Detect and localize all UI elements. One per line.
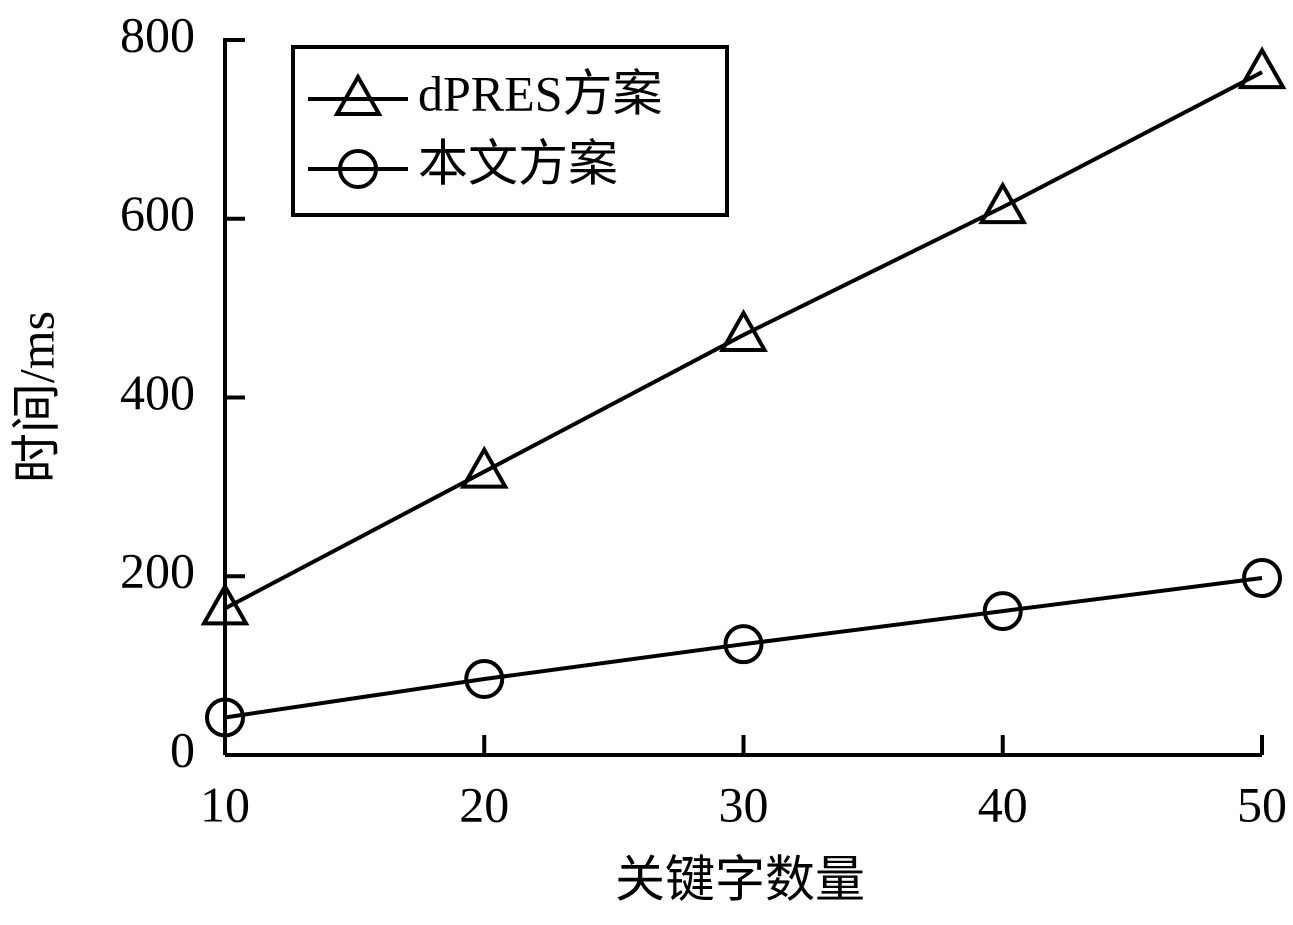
y-tick-label: 800 <box>120 6 195 62</box>
y-tick-label: 200 <box>120 543 195 599</box>
x-tick-label: 20 <box>459 776 509 832</box>
marker-triangle <box>978 181 1028 225</box>
y-tick-label: 600 <box>120 185 195 241</box>
marker-triangle <box>200 582 250 626</box>
marker-triangle <box>459 445 509 489</box>
y-tick-label: 0 <box>170 721 195 777</box>
marker-circle <box>982 591 1023 632</box>
marker-circle <box>205 697 245 738</box>
series-line <box>224 576 1263 720</box>
y-axis-label: 时间/ms <box>8 311 64 483</box>
marker-circle <box>1242 558 1282 599</box>
x-tick-label: 50 <box>1237 776 1287 832</box>
marker-circle <box>338 149 378 189</box>
x-tick-label: 10 <box>200 776 250 832</box>
legend-label: 本文方案 <box>418 135 618 191</box>
x-tick-label: 30 <box>719 776 769 832</box>
x-axis-label: 关键字数量 <box>615 851 865 907</box>
marker-circle <box>723 624 764 665</box>
legend-label: dPRES方案 <box>418 65 663 121</box>
series-line <box>224 70 1263 611</box>
x-tick-label: 40 <box>978 776 1028 832</box>
marker-triangle <box>1237 46 1287 90</box>
marker-circle <box>464 659 505 700</box>
y-tick-label: 400 <box>120 364 195 420</box>
marker-triangle <box>333 72 383 116</box>
marker-triangle <box>719 308 768 352</box>
